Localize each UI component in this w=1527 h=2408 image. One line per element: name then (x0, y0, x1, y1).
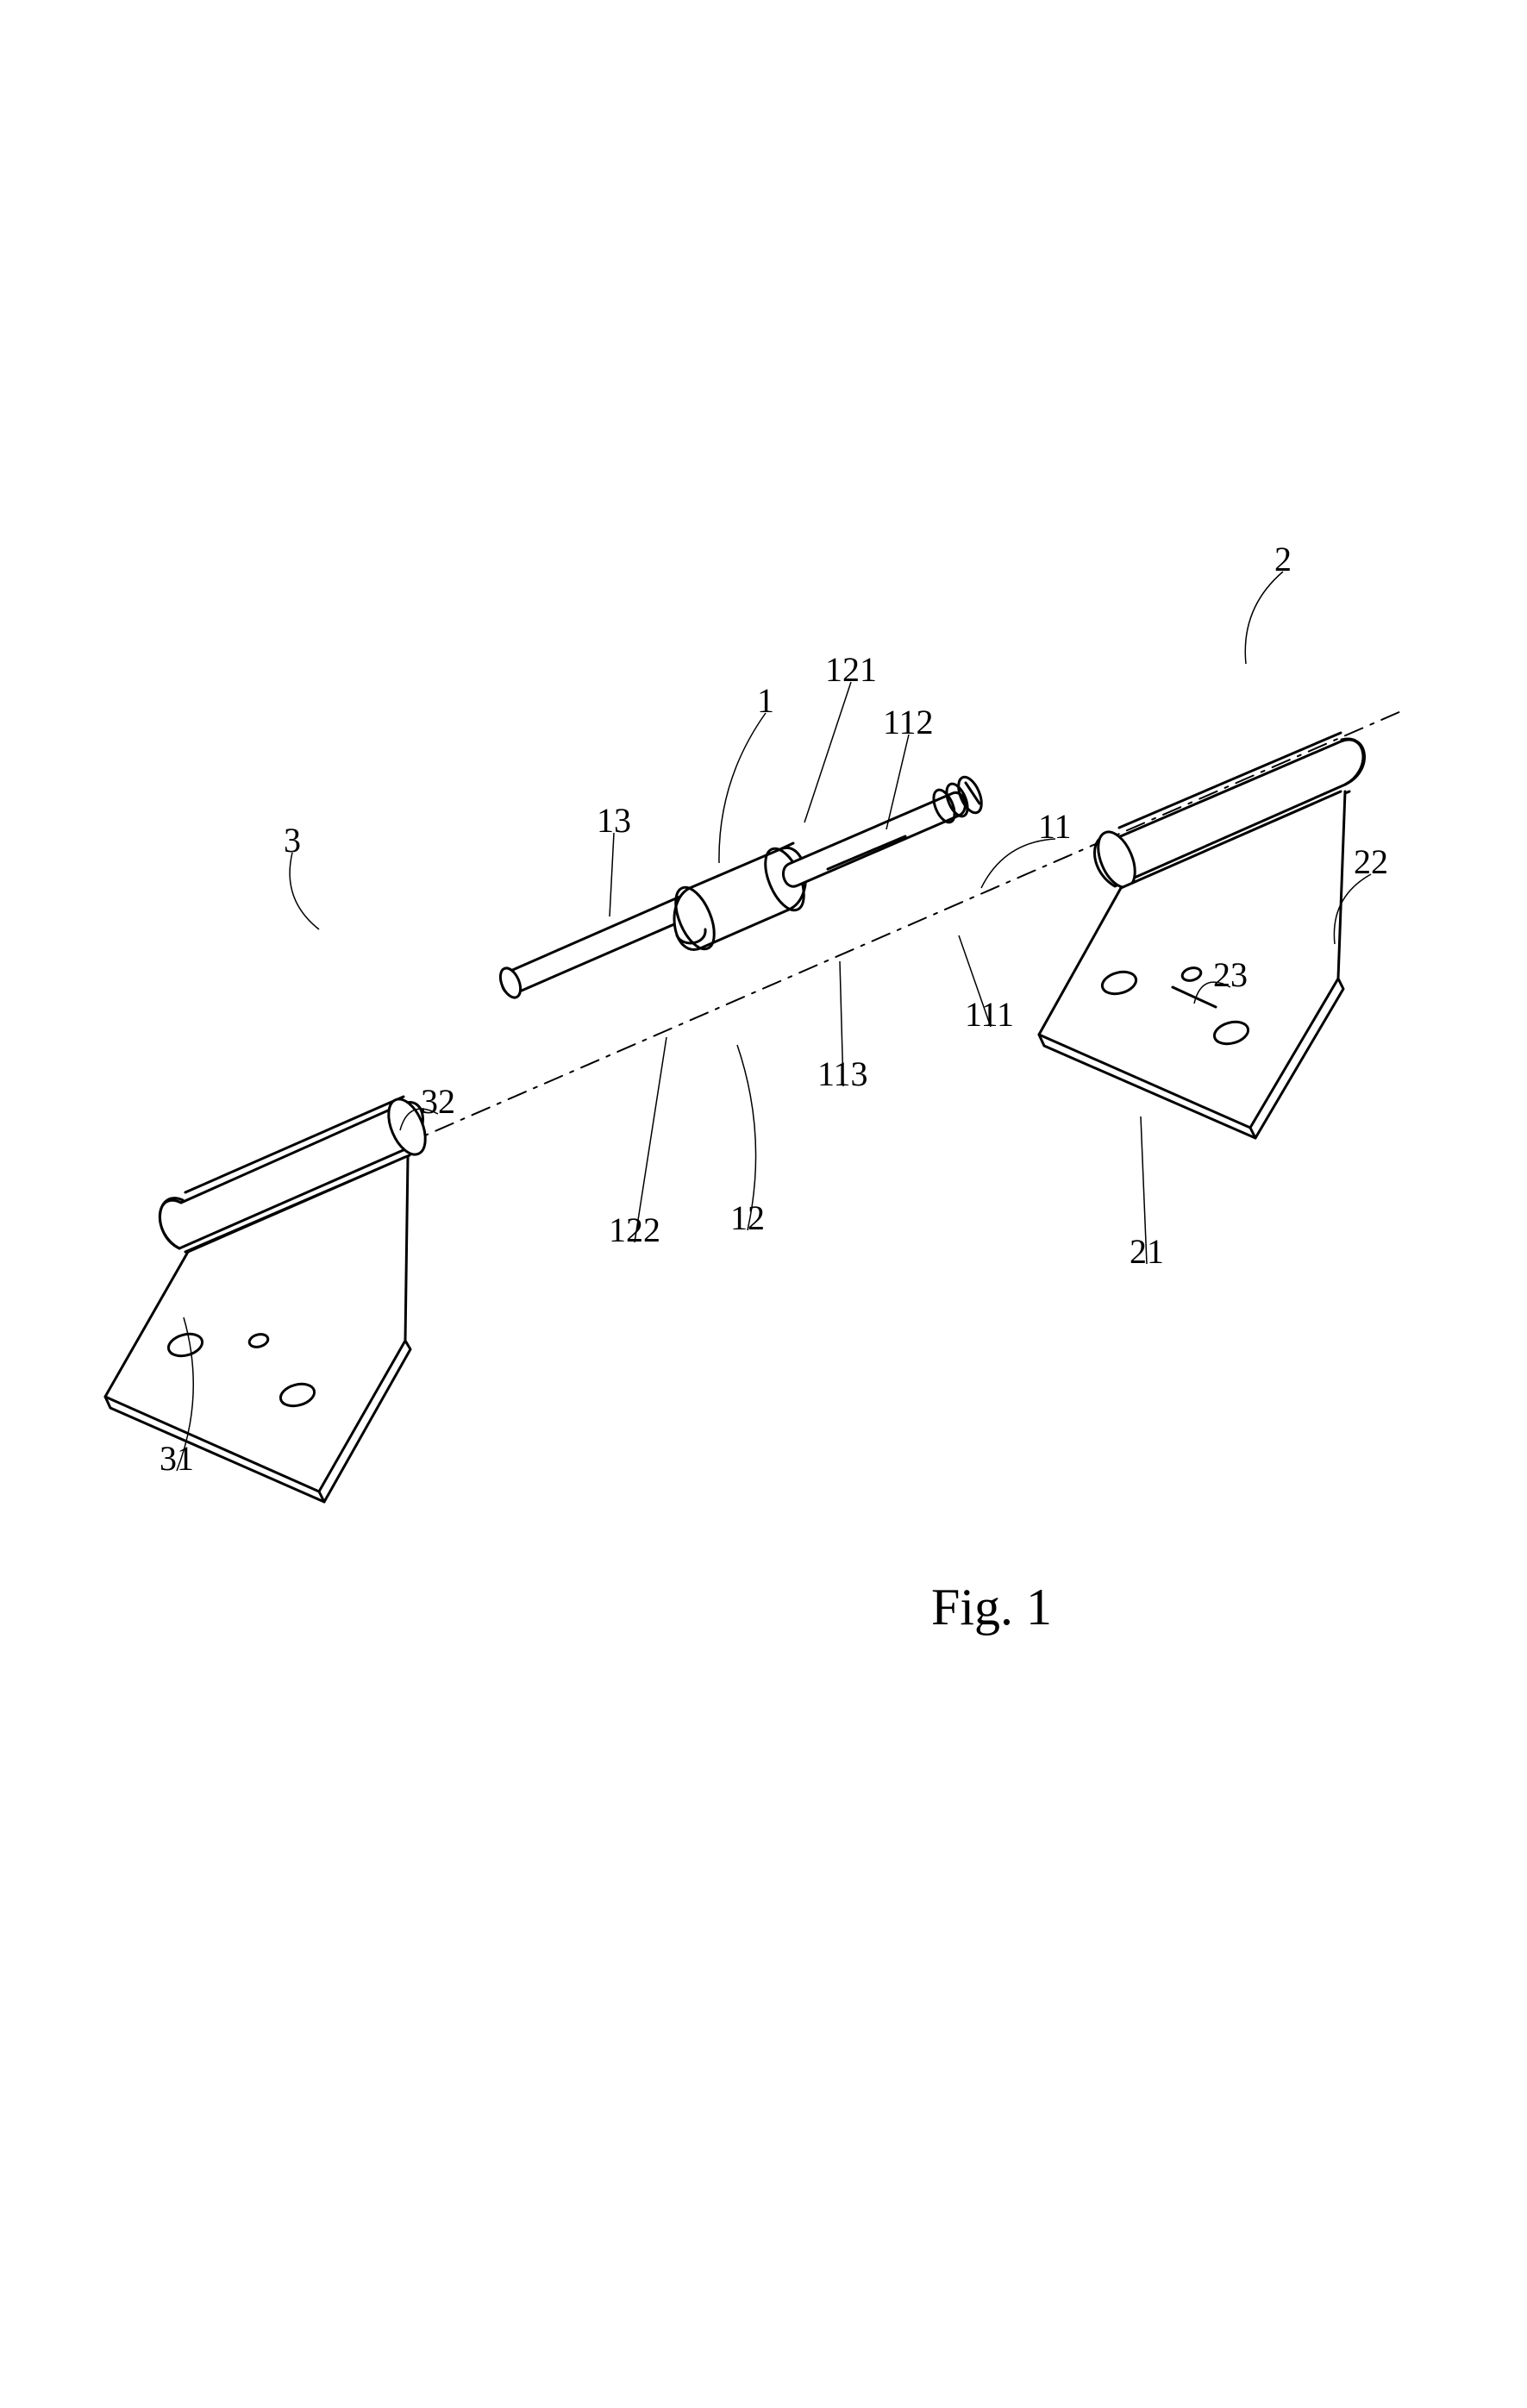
ref-32: 32 (421, 1081, 455, 1122)
ref-23: 23 (1213, 954, 1248, 995)
figure-caption: Fig. 1 (931, 1578, 1052, 1637)
ref-112: 112 (883, 702, 934, 742)
ref-21: 21 (1130, 1231, 1164, 1272)
ref-121: 121 (825, 649, 877, 690)
ref-22: 22 (1354, 841, 1388, 882)
ref-122: 122 (609, 1210, 660, 1250)
ref-12: 12 (730, 1198, 765, 1238)
ref-3: 3 (284, 820, 301, 860)
ref-13: 13 (597, 800, 631, 841)
ref-113: 113 (817, 1054, 868, 1094)
ref-1: 1 (757, 680, 774, 721)
ref-31: 31 (160, 1438, 194, 1479)
ref-11: 11 (1038, 806, 1072, 847)
ref-111: 111 (965, 994, 1014, 1035)
ref-2: 2 (1274, 539, 1292, 579)
page: 1 2 3 11 12 13 21 22 23 31 32 111 112 11… (0, 0, 1527, 2408)
